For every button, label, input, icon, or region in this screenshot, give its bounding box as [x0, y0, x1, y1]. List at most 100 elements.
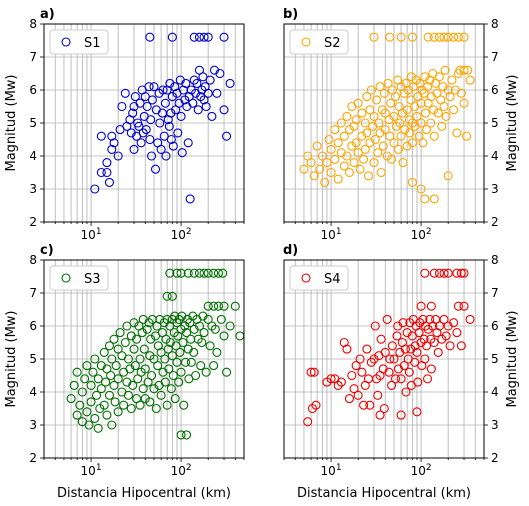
data-point: [205, 75, 215, 85]
data-point: [415, 78, 425, 88]
data-point: [176, 367, 186, 377]
data-point: [453, 301, 463, 311]
data-point: [377, 105, 387, 115]
data-point: [375, 128, 385, 138]
data-point: [191, 370, 201, 381]
data-point: [452, 128, 462, 138]
data-point: [167, 32, 177, 42]
data-point: [117, 101, 127, 112]
data-point: [174, 377, 184, 387]
data-point: [146, 334, 156, 344]
data-point: [396, 32, 406, 42]
data-point: [173, 128, 183, 138]
panel-d: 101 102 2 3 4 5 6 7 8 S4: [283, 253, 499, 478]
data-point: [443, 85, 453, 95]
data-point: [172, 268, 182, 278]
data-point: [158, 85, 168, 95]
data-point: [453, 32, 463, 42]
data-point: [390, 374, 401, 384]
y-tick-label: 6: [29, 319, 37, 333]
data-point: [342, 344, 352, 354]
data-point: [326, 144, 336, 154]
data-point: [406, 72, 416, 82]
data-point: [141, 125, 151, 135]
y-tick-label: 8: [491, 17, 499, 31]
data-point: [194, 321, 205, 331]
data-point: [400, 344, 410, 354]
data-point: [96, 131, 106, 141]
data-point: [333, 380, 343, 390]
data-point: [398, 318, 408, 328]
data-point: [147, 95, 157, 105]
data-point: [160, 377, 170, 387]
data-point: [396, 410, 406, 420]
data-point: [426, 118, 436, 128]
data-point: [199, 32, 209, 42]
data-point: [110, 397, 120, 407]
ylabel-d: Magnitud (Mw): [505, 311, 520, 408]
y-tick-label: 5: [491, 116, 499, 130]
data-point: [219, 301, 229, 311]
y-tick-label: 6: [491, 83, 499, 97]
data-point: [412, 407, 422, 417]
data-point: [452, 268, 462, 278]
data-point: [99, 347, 109, 357]
data-point: [203, 301, 213, 311]
data-point: [144, 82, 154, 92]
legend-frame: [49, 29, 109, 55]
data-point: [416, 301, 426, 311]
data-point: [434, 321, 445, 331]
data-point: [366, 85, 376, 95]
legend-marker: [61, 273, 71, 283]
data-point: [72, 410, 82, 420]
legend: S4: [289, 265, 349, 291]
data-point: [216, 314, 226, 324]
data-point: [167, 92, 177, 102]
legend-label: S4: [324, 272, 341, 287]
data-point: [126, 331, 136, 341]
data-point: [165, 78, 175, 88]
data-point: [456, 88, 466, 98]
data-point: [423, 324, 433, 334]
data-point: [434, 72, 445, 82]
data-point: [351, 138, 361, 148]
data-point: [167, 351, 177, 361]
data-point: [163, 344, 173, 354]
data-point: [333, 174, 343, 184]
data-point: [344, 167, 354, 178]
data-point: [212, 88, 222, 98]
data-point: [115, 328, 125, 338]
x-tick-label: 102: [171, 463, 192, 478]
data-point: [351, 115, 361, 125]
data-point: [201, 367, 211, 377]
data-point: [459, 98, 469, 108]
data-point: [222, 131, 232, 141]
data-point: [185, 194, 195, 204]
data-point: [459, 32, 469, 42]
y-tick-label: 4: [29, 149, 37, 163]
data-point: [109, 380, 119, 390]
data-point: [330, 154, 340, 164]
data-point: [168, 141, 178, 151]
data-point: [189, 268, 199, 278]
data-point: [416, 98, 426, 108]
y-tick-label: 7: [29, 50, 37, 64]
data-point: [93, 423, 103, 433]
data-point: [342, 151, 352, 161]
data-point: [203, 268, 213, 278]
x-tick-label: 102: [411, 463, 432, 478]
data-point: [357, 108, 367, 118]
y-tick-label: 2: [29, 451, 37, 465]
data-point: [140, 394, 150, 404]
data-point: [90, 184, 100, 194]
data-point: [362, 92, 372, 102]
data-point: [439, 268, 449, 278]
data-point: [419, 334, 429, 344]
legend-frame: [49, 265, 109, 291]
data-point: [432, 328, 442, 338]
data-point: [170, 394, 180, 404]
data-point: [189, 324, 199, 334]
data-point: [429, 194, 439, 204]
data-point: [380, 347, 390, 357]
data-point: [423, 82, 433, 92]
